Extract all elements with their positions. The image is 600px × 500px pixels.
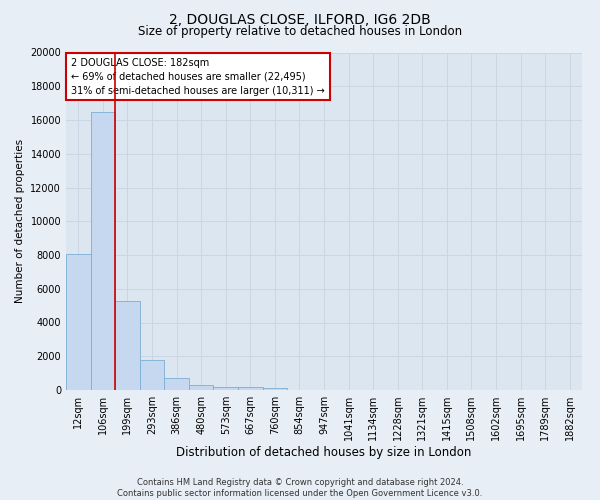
Bar — [66, 254, 91, 390]
Text: Size of property relative to detached houses in London: Size of property relative to detached ho… — [138, 25, 462, 38]
Text: Contains HM Land Registry data © Crown copyright and database right 2024.
Contai: Contains HM Land Registry data © Crown c… — [118, 478, 482, 498]
Bar — [91, 112, 115, 390]
Y-axis label: Number of detached properties: Number of detached properties — [15, 139, 25, 304]
Bar — [238, 388, 263, 390]
Bar — [214, 386, 238, 390]
Bar — [164, 378, 189, 390]
Bar — [115, 300, 140, 390]
Text: 2 DOUGLAS CLOSE: 182sqm
← 69% of detached houses are smaller (22,495)
31% of sem: 2 DOUGLAS CLOSE: 182sqm ← 69% of detache… — [71, 58, 325, 96]
Text: 2, DOUGLAS CLOSE, ILFORD, IG6 2DB: 2, DOUGLAS CLOSE, ILFORD, IG6 2DB — [169, 12, 431, 26]
Bar — [140, 360, 164, 390]
X-axis label: Distribution of detached houses by size in London: Distribution of detached houses by size … — [176, 446, 472, 459]
Bar — [189, 384, 214, 390]
Bar — [263, 388, 287, 390]
